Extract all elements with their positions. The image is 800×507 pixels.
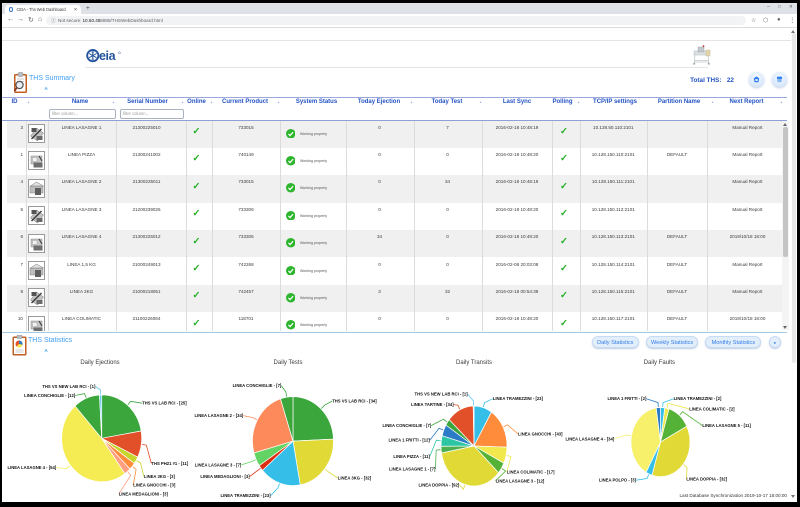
svg-text:LINEA MEDAGLIONI - [3]: LINEA MEDAGLIONI - [3] — [119, 491, 169, 496]
svg-text:eia: eia — [99, 49, 117, 63]
svg-text:LINEA GNOCCHI - [43]: LINEA GNOCCHI - [43] — [518, 431, 563, 436]
svg-text:LINEA LASAGNE 4 - [54]: LINEA LASAGNE 4 - [54] — [7, 465, 56, 470]
svg-text:LINEA POLPO - [3]: LINEA POLPO - [3] — [599, 477, 637, 482]
svg-text:LINEA LASAGNE 1 - [7]: LINEA LASAGNE 1 - [7] — [389, 466, 436, 471]
svg-text:LINEA CONCHIGLIE - [7]: LINEA CONCHIGLIE - [7] — [382, 423, 431, 428]
svg-text:THS VS LAB RCI - [25]: THS VS LAB RCI - [25] — [142, 400, 187, 405]
svg-text:LINEA COLIMATIC - [2]: LINEA COLIMATIC - [2] — [689, 406, 735, 411]
svg-text:LINEA TRAMEZZINI - [23]: LINEA TRAMEZZINI - [23] — [221, 493, 272, 498]
svg-text:LINEA GNOCCHI - [3]: LINEA GNOCCHI - [3] — [133, 482, 176, 487]
svg-text:LINEA TARTINE - [34]: LINEA TARTINE - [34] — [411, 402, 454, 407]
svg-text:LINEA LASAGNE 5 - [11]: LINEA LASAGNE 5 - [11] — [702, 423, 751, 428]
svg-text:THS VS NEW LAB RCI - [1]: THS VS NEW LAB RCI - [1] — [42, 384, 96, 389]
svg-text:LINEA 3KG - [32]: LINEA 3KG - [32] — [338, 475, 372, 480]
svg-text:LINEA 1 FRITTI - [12]: LINEA 1 FRITTI - [12] — [389, 437, 431, 442]
svg-text:THS VS NEW LAB RCI - [1]: THS VS NEW LAB RCI - [1] — [415, 391, 469, 396]
svg-text:LINEA MEDAGLIONI - [3]: LINEA MEDAGLIONI - [3] — [200, 474, 250, 479]
svg-text:LINEA TRAMEZZINI - [2]: LINEA TRAMEZZINI - [2] — [674, 396, 722, 401]
svg-text:LINEA LASAGNE 2 - [34]: LINEA LASAGNE 2 - [34] — [194, 413, 243, 418]
svg-text:LINEA 3KG - [3]: LINEA 3KG - [3] — [144, 474, 176, 479]
svg-text:THS VS LAB RCI - [34]: THS VS LAB RCI - [34] — [332, 398, 377, 403]
svg-text:LINEA LASAGNE 4 - [34]: LINEA LASAGNE 4 - [34] — [565, 436, 614, 441]
svg-text:LINEA CONCHIGLIE - [7]: LINEA CONCHIGLIE - [7] — [233, 383, 282, 388]
svg-text:LINEA 1 FRITTI - [2]: LINEA 1 FRITTI - [2] — [607, 396, 647, 401]
svg-text:LINEA DOPPIA - [92]: LINEA DOPPIA - [92] — [419, 482, 460, 487]
svg-text:LINEA DOPPIA - [32]: LINEA DOPPIA - [32] — [686, 476, 727, 481]
svg-text:LINEA CONCHIGLIE - [12]: LINEA CONCHIGLIE - [12] — [24, 393, 76, 398]
svg-text:THS PH21 #1 - [11]: THS PH21 #1 - [11] — [151, 460, 188, 465]
svg-text:LINEA PIZZA - [11]: LINEA PIZZA - [11] — [393, 453, 430, 458]
svg-text:LINEA COLIMATIC - [17]: LINEA COLIMATIC - [17] — [507, 469, 555, 474]
svg-text:LINEA LASAGNE 3 - [12]: LINEA LASAGNE 3 - [12] — [496, 478, 545, 483]
svg-text:LINEA TRAMEZZINI - [23]: LINEA TRAMEZZINI - [23] — [493, 396, 544, 401]
svg-text:LINEA LASAGNE 3 - [7]: LINEA LASAGNE 3 - [7] — [195, 462, 242, 467]
